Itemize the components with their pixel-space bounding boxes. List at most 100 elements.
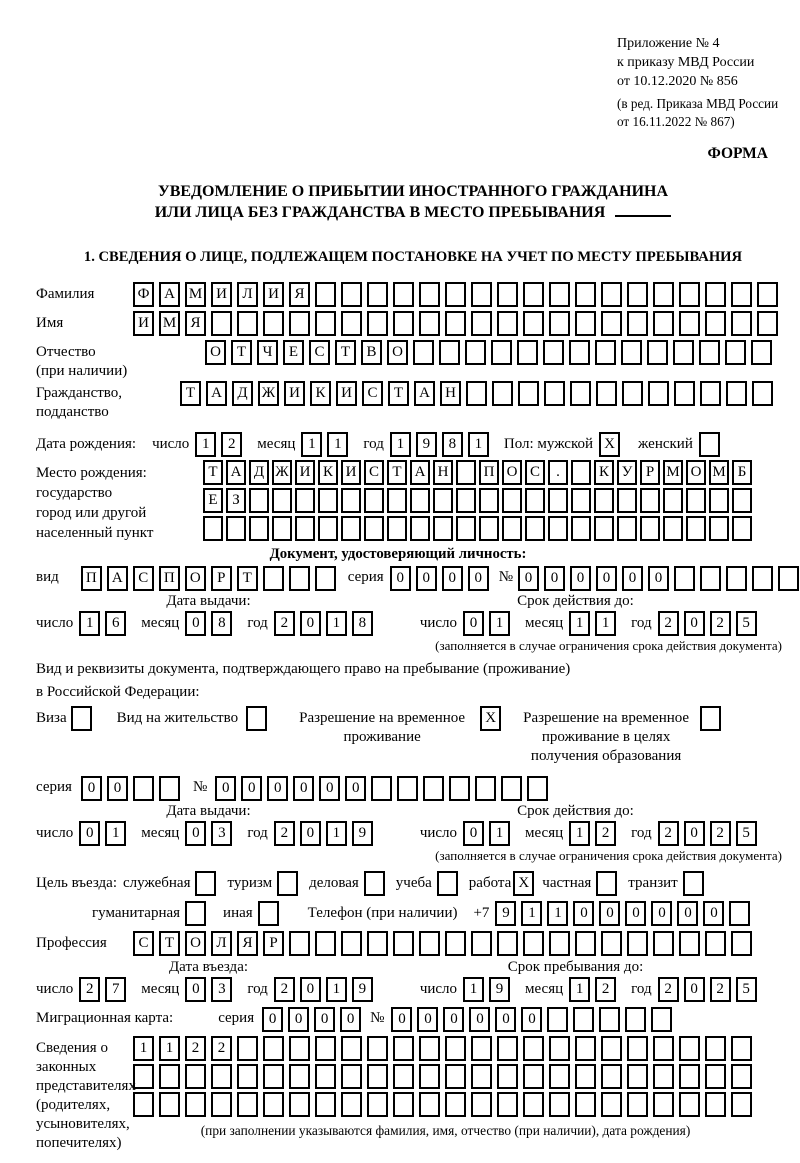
- cell[interactable]: 0: [319, 776, 341, 801]
- cell[interactable]: [315, 282, 336, 307]
- cell[interactable]: 5: [735, 821, 757, 846]
- cell[interactable]: Р: [263, 931, 284, 956]
- cell[interactable]: [679, 1092, 700, 1117]
- cell[interactable]: О: [686, 460, 706, 485]
- cell[interactable]: О: [387, 340, 408, 365]
- cell[interactable]: [594, 488, 614, 513]
- cell[interactable]: [419, 282, 440, 307]
- cell[interactable]: [757, 282, 778, 307]
- cell[interactable]: [237, 311, 258, 336]
- purpose-other-checkbox[interactable]: [257, 901, 284, 926]
- cell[interactable]: А: [410, 460, 430, 485]
- cell[interactable]: [731, 931, 752, 956]
- cell[interactable]: [367, 311, 388, 336]
- cell[interactable]: [575, 1092, 596, 1117]
- residence-permit-checkbox[interactable]: [246, 706, 272, 731]
- cell[interactable]: [456, 516, 476, 541]
- cell[interactable]: [543, 340, 564, 365]
- cell[interactable]: [778, 566, 799, 591]
- cell[interactable]: 2: [657, 611, 679, 636]
- cell[interactable]: С: [364, 460, 384, 485]
- cell[interactable]: [289, 1036, 310, 1061]
- cell[interactable]: 1: [301, 432, 323, 457]
- cell[interactable]: [679, 1064, 700, 1089]
- cell[interactable]: [363, 871, 385, 896]
- cell[interactable]: [393, 282, 414, 307]
- cell[interactable]: 9: [415, 432, 437, 457]
- cell[interactable]: [700, 381, 721, 406]
- cell[interactable]: [341, 931, 362, 956]
- cell[interactable]: 0: [573, 901, 595, 926]
- cell[interactable]: [341, 311, 362, 336]
- cell[interactable]: [479, 488, 499, 513]
- cell[interactable]: 0: [185, 821, 207, 846]
- cell[interactable]: [548, 488, 568, 513]
- cell[interactable]: [263, 1064, 284, 1089]
- cell[interactable]: [731, 1036, 752, 1061]
- cell[interactable]: 2: [185, 1036, 206, 1061]
- cell[interactable]: Ж: [272, 460, 292, 485]
- cell[interactable]: [674, 381, 695, 406]
- cell[interactable]: [571, 516, 591, 541]
- cell[interactable]: 1: [389, 432, 411, 457]
- purpose-work-checkbox[interactable]: X: [513, 871, 539, 896]
- cell[interactable]: [393, 1064, 414, 1089]
- cell[interactable]: 9: [489, 977, 511, 1002]
- cell[interactable]: [732, 516, 752, 541]
- cell[interactable]: [315, 1036, 336, 1061]
- cell[interactable]: 1: [569, 611, 591, 636]
- cell[interactable]: [548, 516, 568, 541]
- cell[interactable]: [272, 516, 292, 541]
- cell[interactable]: [471, 311, 492, 336]
- cell[interactable]: 0: [495, 1007, 517, 1032]
- cell[interactable]: О: [185, 931, 206, 956]
- cell[interactable]: И: [341, 460, 361, 485]
- cell[interactable]: 0: [415, 566, 437, 591]
- cell[interactable]: [700, 566, 721, 591]
- cell[interactable]: [185, 1064, 206, 1089]
- cell[interactable]: [263, 311, 284, 336]
- cell[interactable]: [314, 566, 336, 591]
- cell[interactable]: [705, 311, 726, 336]
- cell[interactable]: [410, 488, 430, 513]
- cell[interactable]: 2: [273, 977, 295, 1002]
- cell[interactable]: 0: [241, 776, 263, 801]
- cell[interactable]: С: [309, 340, 330, 365]
- cell[interactable]: 1: [569, 977, 591, 1002]
- cell[interactable]: 2: [273, 611, 295, 636]
- cell[interactable]: [397, 776, 419, 801]
- cell[interactable]: Б: [732, 460, 752, 485]
- cell[interactable]: А: [226, 460, 246, 485]
- cell[interactable]: [757, 311, 778, 336]
- cell[interactable]: [617, 516, 637, 541]
- cell[interactable]: И: [295, 460, 315, 485]
- cell[interactable]: 1: [595, 611, 617, 636]
- cell[interactable]: Н: [440, 381, 461, 406]
- cell[interactable]: [627, 931, 648, 956]
- cell[interactable]: [640, 488, 660, 513]
- cell[interactable]: [132, 776, 154, 801]
- sex-female-checkbox[interactable]: [698, 432, 725, 457]
- temp-residence-checkbox[interactable]: X: [480, 706, 506, 731]
- cell[interactable]: 0: [441, 566, 463, 591]
- cell[interactable]: Т: [236, 566, 258, 591]
- cell[interactable]: [573, 1007, 595, 1032]
- cell[interactable]: [732, 488, 752, 513]
- cell[interactable]: [674, 566, 695, 591]
- cell[interactable]: [686, 516, 706, 541]
- cell[interactable]: И: [284, 381, 305, 406]
- cell[interactable]: [549, 282, 570, 307]
- legal-reps-row3-cells[interactable]: [133, 1092, 758, 1117]
- cell[interactable]: 8: [441, 432, 463, 457]
- cell[interactable]: Р: [640, 460, 660, 485]
- cell[interactable]: И: [336, 381, 357, 406]
- cell[interactable]: [679, 1036, 700, 1061]
- cell[interactable]: 0: [469, 1007, 491, 1032]
- cell[interactable]: 1: [105, 821, 127, 846]
